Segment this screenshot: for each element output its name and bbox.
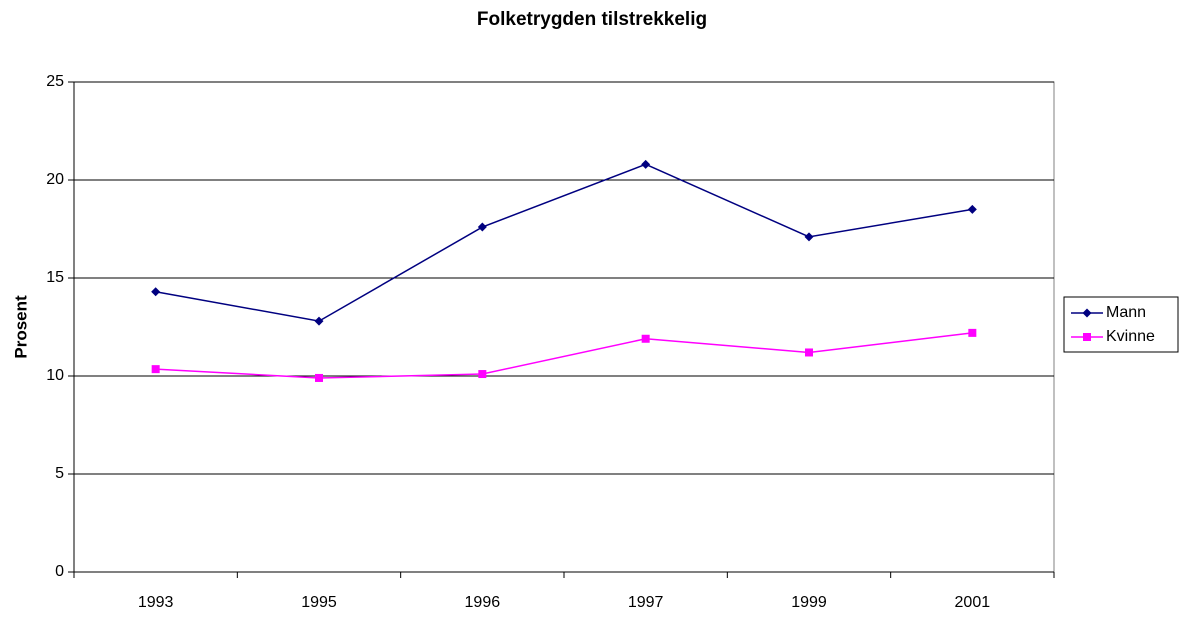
marker — [151, 365, 160, 374]
x-tick-label: 1993 — [138, 594, 174, 611]
marker — [641, 159, 651, 169]
line — [155, 163, 973, 322]
marker — [477, 222, 487, 232]
y-tick-label: 10 — [46, 367, 64, 384]
legend-label: Mann — [1106, 304, 1146, 321]
plot-area — [73, 81, 1055, 573]
y-tick-label: 25 — [46, 73, 64, 90]
chart-title: Folketrygden tilstrekkelig — [477, 9, 707, 30]
marker — [315, 373, 323, 382]
marker — [478, 370, 487, 379]
y-tick-label: 20 — [46, 171, 64, 188]
x-tick-label: 1995 — [301, 594, 337, 611]
x-tick-label: 1997 — [628, 594, 664, 611]
marker — [967, 204, 977, 214]
y-axis-title: Prosent — [11, 295, 30, 359]
x-tick-label: 1999 — [791, 594, 827, 611]
legend-label: Kvinne — [1106, 328, 1155, 345]
marker — [641, 334, 650, 343]
legend-marker — [1082, 308, 1092, 318]
legend-marker — [1083, 333, 1091, 341]
x-tick-label: 2001 — [955, 594, 991, 611]
x-tick-label: 1996 — [465, 594, 501, 611]
y-tick-label: 15 — [46, 269, 64, 286]
legend-box — [1063, 296, 1179, 353]
marker — [805, 348, 813, 357]
y-tick-label: 5 — [55, 465, 64, 482]
marker — [968, 328, 977, 337]
line — [155, 332, 973, 379]
marker — [151, 287, 161, 297]
marker — [804, 232, 814, 242]
marker — [314, 316, 324, 326]
y-tick-label: 0 — [55, 563, 64, 580]
